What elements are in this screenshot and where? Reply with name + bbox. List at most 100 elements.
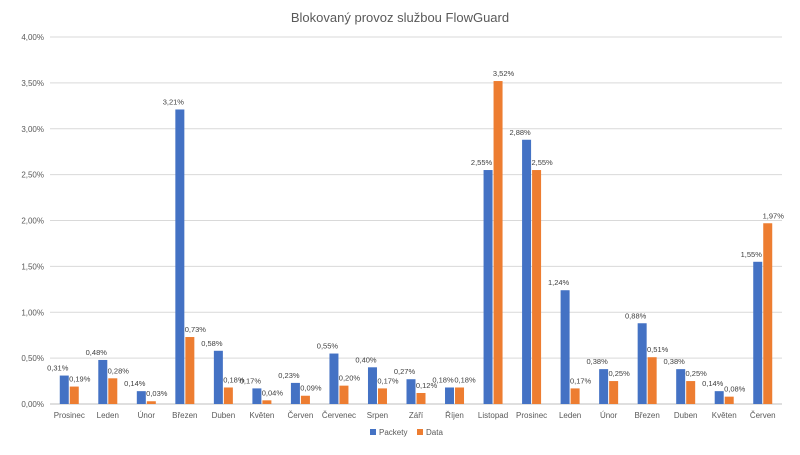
data-label: 0,27% bbox=[394, 367, 416, 376]
x-tick-label: Srpen bbox=[367, 411, 388, 420]
data-label: 3,52% bbox=[493, 69, 515, 78]
data-label: 2,55% bbox=[531, 158, 553, 167]
data-label: 0,14% bbox=[702, 379, 724, 388]
bar-data bbox=[416, 392, 426, 404]
data-label: 2,88% bbox=[509, 128, 531, 137]
data-label: 0,09% bbox=[300, 384, 322, 393]
x-axis-ticks: Prosinec Leden Únor Březen Duben Květen Červen… bbox=[54, 411, 776, 420]
legend-label: Data bbox=[426, 428, 443, 437]
data-label: 0,58% bbox=[201, 339, 223, 348]
x-tick-label: Květen bbox=[712, 411, 737, 420]
data-label: 0,73% bbox=[185, 325, 207, 334]
bar-packety bbox=[290, 382, 300, 404]
bars bbox=[59, 81, 773, 405]
bar-packety bbox=[637, 323, 647, 404]
data-label: 0,25% bbox=[608, 369, 630, 378]
bar-data bbox=[69, 386, 79, 404]
x-tick-label: Leden bbox=[559, 411, 581, 420]
x-tick-label: Březen bbox=[634, 411, 659, 420]
x-tick-label: Leden bbox=[97, 411, 119, 420]
bar-data bbox=[185, 337, 195, 404]
x-tick-label: Únor bbox=[138, 411, 156, 420]
bar-data bbox=[455, 387, 465, 404]
legend-swatch bbox=[417, 429, 423, 435]
bar-data bbox=[493, 81, 503, 404]
data-label: 0,18% bbox=[454, 375, 476, 384]
data-label: 3,21% bbox=[163, 97, 185, 106]
data-label: 1,55% bbox=[741, 250, 763, 259]
data-label: 0,17% bbox=[570, 376, 592, 385]
bar-data bbox=[223, 387, 233, 404]
bar-data bbox=[532, 170, 542, 404]
data-label: 1,97% bbox=[763, 211, 785, 220]
data-label: 0,55% bbox=[317, 342, 339, 351]
data-label: 0,17% bbox=[377, 376, 399, 385]
y-tick-label: 3,00% bbox=[21, 125, 44, 134]
x-tick-label: Červen bbox=[288, 411, 314, 420]
bar-packety bbox=[560, 290, 570, 404]
data-label: 0,14% bbox=[124, 379, 146, 388]
bar-packety bbox=[483, 170, 493, 404]
bar-packety bbox=[522, 139, 532, 404]
data-label: 0,48% bbox=[86, 348, 108, 357]
x-tick-label: Únor bbox=[600, 411, 618, 420]
data-label: 0,28% bbox=[108, 366, 130, 375]
legend-label: Packety bbox=[379, 428, 407, 437]
y-tick-label: 2,50% bbox=[21, 171, 44, 180]
bar-data bbox=[724, 396, 734, 404]
bar-packety bbox=[445, 387, 455, 404]
bar-data bbox=[647, 357, 657, 404]
x-tick-label: Září bbox=[409, 411, 424, 420]
data-label: 2,55% bbox=[471, 158, 493, 167]
data-label: 0,31% bbox=[47, 364, 69, 373]
y-tick-label: 1,50% bbox=[21, 262, 44, 271]
y-tick-label: 1,00% bbox=[21, 308, 44, 317]
bar-data bbox=[146, 401, 156, 404]
bar-packety bbox=[213, 350, 223, 404]
data-label: 0,18% bbox=[223, 375, 245, 384]
x-tick-label: Duben bbox=[674, 411, 698, 420]
bar-packety bbox=[59, 375, 69, 404]
data-label: 0,20% bbox=[339, 374, 361, 383]
data-label: 0,40% bbox=[355, 355, 377, 364]
bar-packety bbox=[136, 391, 146, 404]
x-tick-label: Listopad bbox=[478, 411, 508, 420]
data-label: 0,17% bbox=[240, 376, 262, 385]
bar-data bbox=[377, 388, 387, 404]
x-tick-label: Květen bbox=[249, 411, 274, 420]
data-label: 0,23% bbox=[278, 371, 300, 380]
data-label: 0,12% bbox=[416, 381, 438, 390]
x-tick-label: Červenec bbox=[322, 411, 356, 420]
bar-packety bbox=[406, 379, 416, 404]
legend-swatch bbox=[370, 429, 376, 435]
y-axis-ticks: 0,00% 0,50% 1,00% 1,50% 2,00% 2,50% 3,00% 3,50%… bbox=[21, 33, 44, 409]
data-label: 0,25% bbox=[686, 369, 708, 378]
x-tick-label: Březen bbox=[172, 411, 197, 420]
bar-data bbox=[108, 378, 118, 404]
x-tick-label: Duben bbox=[212, 411, 236, 420]
chart-title: Blokovaný provoz službou FlowGuard bbox=[291, 10, 509, 25]
x-tick-label: Prosinec bbox=[54, 411, 85, 420]
x-tick-label: Prosinec bbox=[516, 411, 547, 420]
bar-packety bbox=[252, 388, 262, 404]
data-label: 0,38% bbox=[586, 357, 608, 366]
bar-data bbox=[570, 388, 580, 404]
data-label: 0,04% bbox=[262, 388, 284, 397]
bar-packety bbox=[98, 359, 108, 404]
bar-data bbox=[300, 395, 310, 404]
x-tick-label: Červen bbox=[750, 411, 776, 420]
bar-packety bbox=[753, 261, 763, 404]
data-label: 0,03% bbox=[146, 389, 168, 398]
data-label: 0,19% bbox=[69, 375, 91, 384]
data-label: 0,18% bbox=[432, 375, 454, 384]
bar-packety bbox=[329, 353, 339, 404]
bar-packety bbox=[676, 369, 686, 404]
bar-data bbox=[763, 223, 773, 404]
gridlines bbox=[50, 36, 782, 405]
data-label: 0,38% bbox=[664, 357, 686, 366]
bar-data bbox=[686, 381, 696, 404]
bar-packety bbox=[175, 109, 185, 405]
data-labels: 0,31%0,19%0,48%0,28%0,14%0,03%3,21%0,73%… bbox=[47, 69, 784, 398]
